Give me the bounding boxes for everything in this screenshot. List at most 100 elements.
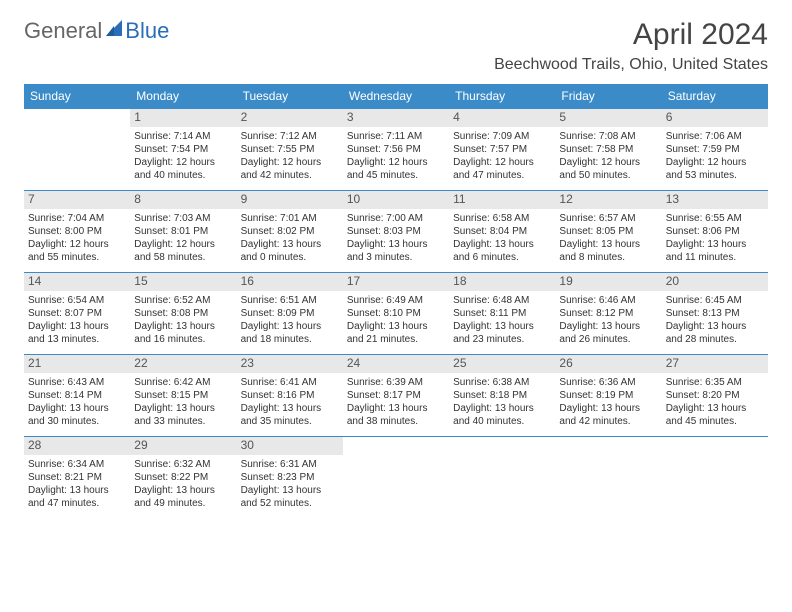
daylight-line: Daylight: 13 hours and 21 minutes. [347,320,445,346]
sunset-line: Sunset: 8:00 PM [28,225,126,238]
sunrise-line: Sunrise: 7:08 AM [559,130,657,143]
daylight-line: Daylight: 13 hours and 0 minutes. [241,238,339,264]
calendar-day-cell: 17Sunrise: 6:49 AMSunset: 8:10 PMDayligh… [343,272,449,354]
calendar-day-cell: 10Sunrise: 7:00 AMSunset: 8:03 PMDayligh… [343,190,449,272]
weekday-header: Monday [130,84,236,108]
day-number: 10 [343,191,449,209]
sunset-line: Sunset: 7:55 PM [241,143,339,156]
day-number: 12 [555,191,661,209]
day-number: 19 [555,273,661,291]
calendar-day-cell: 19Sunrise: 6:46 AMSunset: 8:12 PMDayligh… [555,272,661,354]
calendar-empty-cell [662,436,768,518]
daylight-line: Daylight: 13 hours and 3 minutes. [347,238,445,264]
sunset-line: Sunset: 8:03 PM [347,225,445,238]
sunrise-line: Sunrise: 7:03 AM [134,212,232,225]
day-number: 21 [24,355,130,373]
sunrise-line: Sunrise: 6:51 AM [241,294,339,307]
calendar-body: 1Sunrise: 7:14 AMSunset: 7:54 PMDaylight… [24,108,768,518]
calendar-day-cell: 21Sunrise: 6:43 AMSunset: 8:14 PMDayligh… [24,354,130,436]
sunset-line: Sunset: 8:10 PM [347,307,445,320]
logo-text-2: Blue [125,18,169,44]
sunrise-line: Sunrise: 6:57 AM [559,212,657,225]
daylight-line: Daylight: 12 hours and 47 minutes. [453,156,551,182]
weekday-header: Thursday [449,84,555,108]
logo-sail-icon [104,18,124,44]
day-number: 3 [343,109,449,127]
calendar-day-cell: 11Sunrise: 6:58 AMSunset: 8:04 PMDayligh… [449,190,555,272]
sunrise-line: Sunrise: 7:06 AM [666,130,764,143]
calendar-empty-cell [555,436,661,518]
calendar-day-cell: 26Sunrise: 6:36 AMSunset: 8:19 PMDayligh… [555,354,661,436]
calendar-day-cell: 30Sunrise: 6:31 AMSunset: 8:23 PMDayligh… [237,436,343,518]
calendar-day-cell: 15Sunrise: 6:52 AMSunset: 8:08 PMDayligh… [130,272,236,354]
calendar-day-cell: 5Sunrise: 7:08 AMSunset: 7:58 PMDaylight… [555,108,661,190]
sunrise-line: Sunrise: 6:43 AM [28,376,126,389]
calendar-day-cell: 7Sunrise: 7:04 AMSunset: 8:00 PMDaylight… [24,190,130,272]
sunset-line: Sunset: 8:01 PM [134,225,232,238]
sunrise-line: Sunrise: 6:45 AM [666,294,764,307]
calendar-day-cell: 22Sunrise: 6:42 AMSunset: 8:15 PMDayligh… [130,354,236,436]
sunset-line: Sunset: 8:07 PM [28,307,126,320]
calendar-empty-cell [449,436,555,518]
sunset-line: Sunset: 7:56 PM [347,143,445,156]
sunrise-line: Sunrise: 6:52 AM [134,294,232,307]
calendar-day-cell: 27Sunrise: 6:35 AMSunset: 8:20 PMDayligh… [662,354,768,436]
sunrise-line: Sunrise: 6:31 AM [241,458,339,471]
day-number: 8 [130,191,236,209]
day-number: 9 [237,191,343,209]
day-number: 25 [449,355,555,373]
weekday-header: Sunday [24,84,130,108]
day-number: 2 [237,109,343,127]
sunset-line: Sunset: 8:18 PM [453,389,551,402]
daylight-line: Daylight: 13 hours and 11 minutes. [666,238,764,264]
daylight-line: Daylight: 13 hours and 38 minutes. [347,402,445,428]
sunset-line: Sunset: 8:06 PM [666,225,764,238]
daylight-line: Daylight: 12 hours and 42 minutes. [241,156,339,182]
daylight-line: Daylight: 13 hours and 26 minutes. [559,320,657,346]
daylight-line: Daylight: 13 hours and 45 minutes. [666,402,764,428]
calendar-day-cell: 4Sunrise: 7:09 AMSunset: 7:57 PMDaylight… [449,108,555,190]
sunset-line: Sunset: 8:22 PM [134,471,232,484]
daylight-line: Daylight: 13 hours and 33 minutes. [134,402,232,428]
daylight-line: Daylight: 13 hours and 8 minutes. [559,238,657,264]
calendar-day-cell: 20Sunrise: 6:45 AMSunset: 8:13 PMDayligh… [662,272,768,354]
daylight-line: Daylight: 12 hours and 53 minutes. [666,156,764,182]
daylight-line: Daylight: 12 hours and 40 minutes. [134,156,232,182]
sunset-line: Sunset: 8:11 PM [453,307,551,320]
sunrise-line: Sunrise: 7:04 AM [28,212,126,225]
daylight-line: Daylight: 13 hours and 23 minutes. [453,320,551,346]
daylight-line: Daylight: 12 hours and 58 minutes. [134,238,232,264]
sunrise-line: Sunrise: 6:34 AM [28,458,126,471]
calendar-empty-cell [24,108,130,190]
weekday-header: Tuesday [237,84,343,108]
day-number: 26 [555,355,661,373]
sunset-line: Sunset: 7:59 PM [666,143,764,156]
sunrise-line: Sunrise: 6:41 AM [241,376,339,389]
sunset-line: Sunset: 8:17 PM [347,389,445,402]
sunrise-line: Sunrise: 6:55 AM [666,212,764,225]
calendar-day-cell: 13Sunrise: 6:55 AMSunset: 8:06 PMDayligh… [662,190,768,272]
day-number: 23 [237,355,343,373]
sunrise-line: Sunrise: 7:11 AM [347,130,445,143]
daylight-line: Daylight: 13 hours and 16 minutes. [134,320,232,346]
calendar-day-cell: 23Sunrise: 6:41 AMSunset: 8:16 PMDayligh… [237,354,343,436]
day-number: 6 [662,109,768,127]
day-number: 4 [449,109,555,127]
sunset-line: Sunset: 8:04 PM [453,225,551,238]
daylight-line: Daylight: 13 hours and 52 minutes. [241,484,339,510]
day-number: 28 [24,437,130,455]
logo: General Blue [24,18,169,44]
sunset-line: Sunset: 8:05 PM [559,225,657,238]
day-number: 1 [130,109,236,127]
daylight-line: Daylight: 13 hours and 42 minutes. [559,402,657,428]
sunset-line: Sunset: 8:02 PM [241,225,339,238]
daylight-line: Daylight: 13 hours and 40 minutes. [453,402,551,428]
day-number: 29 [130,437,236,455]
sunrise-line: Sunrise: 7:14 AM [134,130,232,143]
day-number: 22 [130,355,236,373]
day-number: 16 [237,273,343,291]
calendar-empty-cell [343,436,449,518]
calendar-day-cell: 12 Sunrise: 6:57 AMSunset: 8:05 PMDayligh… [555,190,661,272]
logo-text-1: General [24,18,102,44]
calendar-day-cell: 9Sunrise: 7:01 AMSunset: 8:02 PMDaylight… [237,190,343,272]
